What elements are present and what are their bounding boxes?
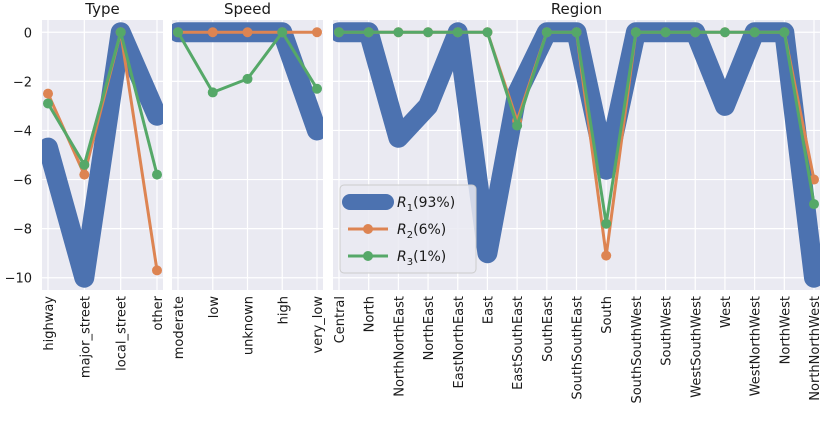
data-point-r3 xyxy=(690,27,701,38)
series-line-r3 xyxy=(46,30,159,175)
y-tick-label: −6 xyxy=(13,174,32,189)
x-tick-label: EastSouthEast xyxy=(511,296,526,390)
x-tick-label: SouthEast xyxy=(541,296,556,362)
x-tick-label: WestSouthWest xyxy=(689,296,704,398)
data-point-r3 xyxy=(393,27,404,38)
data-point-r3 xyxy=(277,27,288,38)
x-tick-label: moderate xyxy=(172,296,187,359)
data-point-r3 xyxy=(630,27,641,38)
data-point-r3 xyxy=(152,169,162,180)
series-line-r1 xyxy=(42,22,163,288)
data-point-r2 xyxy=(242,27,253,38)
data-point-r3 xyxy=(541,27,552,38)
y-axis: 0 −2 −4 −6 −8 −10 xyxy=(5,26,32,286)
data-point-r3 xyxy=(334,27,344,38)
legend-label: R1(93%) xyxy=(397,195,455,214)
x-tick-label: West xyxy=(719,296,734,328)
data-point-r3 xyxy=(43,98,53,109)
legend-marker xyxy=(363,251,373,261)
panels-layer: Type highway major_street local_street other… xyxy=(42,0,823,404)
data-point-r2 xyxy=(207,27,218,38)
panel-title: Type xyxy=(84,0,119,18)
data-point-r3 xyxy=(207,87,218,98)
panel-type: Type highway major_street local_street other xyxy=(42,0,166,378)
data-point-r3 xyxy=(363,27,374,38)
x-tick-label: SouthWest xyxy=(660,296,675,366)
legend: R1(93%) R2(6%) R3(1%) xyxy=(339,184,477,274)
legend-marker xyxy=(363,224,373,234)
legend-label: R2(6%) xyxy=(397,222,446,241)
x-tick-label: EastNorthEast xyxy=(452,296,467,388)
x-tick-label: East xyxy=(481,296,496,324)
x-tick-label: other xyxy=(151,295,166,330)
data-point-r3 xyxy=(173,27,183,38)
data-point-r2 xyxy=(152,265,162,276)
x-tick-label: major_street xyxy=(78,296,93,378)
x-tick-label: WestNorthWest xyxy=(749,296,764,396)
data-point-r3 xyxy=(809,199,819,210)
panel-speed: Speed moderate low unknown high very_low xyxy=(172,0,326,359)
x-tick-label: NorthNorthEast xyxy=(392,296,407,397)
legend-item-r2: R2(6%) xyxy=(348,222,446,241)
x-tick-label: very_low xyxy=(311,296,326,354)
x-tick-label: NorthEast xyxy=(422,296,437,360)
data-point-r3 xyxy=(242,73,253,84)
panel-title: Region xyxy=(551,0,602,18)
panel-region: Region Central North NorthNorthEast NorthEas… xyxy=(333,0,823,404)
y-tick-label: 0 xyxy=(24,26,32,41)
x-tick-label: South xyxy=(600,296,615,334)
x-tick-label: highway xyxy=(42,296,57,351)
x-tick-label: low xyxy=(207,296,222,319)
data-point-r3 xyxy=(423,27,434,38)
data-point-r3 xyxy=(115,27,126,38)
x-tick-label: NorthWest xyxy=(778,296,793,364)
x-tick-label: NorthNorthWest xyxy=(808,296,823,401)
legend-label: R3(1%) xyxy=(397,249,446,268)
data-point-r3 xyxy=(719,27,730,38)
legend-item-r3: R3(1%) xyxy=(348,249,446,268)
x-tick-label: North xyxy=(363,296,378,332)
data-point-r3 xyxy=(452,27,463,38)
data-point-r3 xyxy=(749,27,760,38)
data-point-r3 xyxy=(482,27,493,38)
data-point-r2 xyxy=(601,250,612,261)
y-tick-label: −2 xyxy=(13,75,32,90)
data-point-r3 xyxy=(660,27,671,38)
data-point-r3 xyxy=(512,120,523,131)
data-point-r3 xyxy=(79,159,90,170)
data-point-r3 xyxy=(601,218,612,229)
x-tick-label: SouthSouthEast xyxy=(571,296,586,400)
data-point-r2 xyxy=(43,88,53,99)
y-tick-label: −4 xyxy=(13,124,32,139)
data-point-r3 xyxy=(779,27,790,38)
panel-title: Speed xyxy=(224,0,271,18)
x-tick-label: Central xyxy=(333,296,348,343)
data-point-r2 xyxy=(312,27,322,38)
x-tick-label: unknown xyxy=(242,296,257,355)
y-tick-label: −10 xyxy=(5,272,32,287)
y-tick-label: −8 xyxy=(13,223,32,238)
legend-item-r1: R1(93%) xyxy=(342,194,455,214)
data-point-r3 xyxy=(571,27,582,38)
x-tick-label: SouthSouthWest xyxy=(630,296,645,404)
x-tick-label: local_street xyxy=(115,296,130,371)
data-point-r3 xyxy=(312,83,322,94)
x-tick-label: high xyxy=(276,296,291,324)
data-point-r2 xyxy=(79,169,90,180)
